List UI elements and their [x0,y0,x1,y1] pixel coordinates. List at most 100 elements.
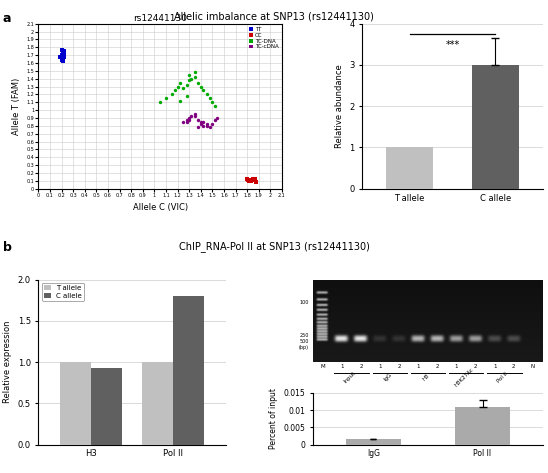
Point [57,55,66,63]
Bar [173,296,204,445]
Point [156,98,164,106]
Point [57,52,66,60]
Point [58,49,67,56]
Point [213,114,221,122]
Title: rs12441130: rs12441130 [133,14,187,23]
Point [173,83,182,90]
Point [251,175,260,183]
Text: 1: 1 [379,364,382,369]
Point [194,79,203,87]
Text: 1: 1 [340,364,344,369]
Point [175,97,184,105]
Text: IgG: IgG [383,372,393,382]
Y-axis label: Percent of input: Percent of input [269,388,278,449]
Text: 1: 1 [416,364,420,369]
Point [182,118,191,126]
Point [167,91,176,98]
Point [202,91,211,98]
Point [206,95,214,102]
Point [56,53,65,61]
Text: H3K27Ac: H3K27Ac [454,367,475,388]
Text: 2: 2 [512,364,516,369]
Point [202,122,211,130]
Point [58,58,67,65]
Point [162,95,170,102]
Y-axis label: Relative abundance: Relative abundance [335,64,344,148]
Point [187,113,196,120]
Point [208,98,217,106]
Point [182,92,191,100]
Point [250,175,259,182]
Point [182,81,191,89]
Text: N: N [531,364,535,369]
Point [185,114,193,122]
Text: 100: 100 [299,300,309,305]
Point [199,87,208,94]
Legend: TT, CC, TC-DNA, TC-cDNA: TT, CC, TC-DNA, TC-cDNA [249,26,279,50]
Point [246,177,255,184]
Text: 2: 2 [474,364,477,369]
Point [179,118,188,126]
Text: 2: 2 [436,364,439,369]
Point [58,50,67,57]
Point [179,84,188,92]
Point [57,47,66,54]
Point [196,118,205,126]
Y-axis label: Relative expression: Relative expression [3,321,12,403]
Text: H3: H3 [422,373,431,382]
Text: b: b [3,241,12,254]
Y-axis label: Allele T (FAM): Allele T (FAM) [12,78,21,135]
Bar [455,407,510,445]
Point [191,69,199,76]
Text: (bp): (bp) [299,345,309,350]
Point [206,123,214,131]
Point [171,87,180,94]
Bar [472,65,519,189]
Point [185,77,193,84]
Point [57,51,66,59]
Point [202,121,211,128]
Legend: T allele, C allele: T allele, C allele [42,283,84,301]
Point [187,75,196,82]
Point [243,175,252,183]
Point [191,113,199,120]
Point [252,178,261,185]
Point [249,175,258,183]
Point [244,176,253,184]
Point [60,47,68,55]
Bar [386,148,433,189]
Text: 2: 2 [359,364,363,369]
Point [185,116,193,123]
Point [191,73,199,81]
Point [60,53,68,61]
Bar [92,368,122,445]
Point [58,54,67,62]
Text: M: M [321,364,325,369]
Text: 500: 500 [299,339,309,344]
Point [245,177,254,184]
Text: a: a [3,12,12,25]
Text: 250: 250 [299,333,309,338]
Point [208,121,217,128]
Point [58,57,67,64]
Point [175,79,184,87]
Point [199,122,208,130]
Text: 1: 1 [455,364,458,369]
Point [60,51,68,58]
Text: Allelic imbalance at SNP13 (rs12441130): Allelic imbalance at SNP13 (rs12441130) [174,12,374,22]
Point [210,116,219,123]
Point [196,83,205,90]
Point [185,71,193,79]
Point [191,110,199,118]
Text: 1: 1 [493,364,496,369]
Text: 2: 2 [397,364,401,369]
Point [210,103,219,110]
Point [57,56,66,63]
Point [194,116,203,123]
Point [182,116,191,123]
Bar [346,439,401,445]
Text: ***: *** [446,40,460,50]
Bar [142,362,173,445]
Point [194,123,203,131]
Point [196,121,205,128]
